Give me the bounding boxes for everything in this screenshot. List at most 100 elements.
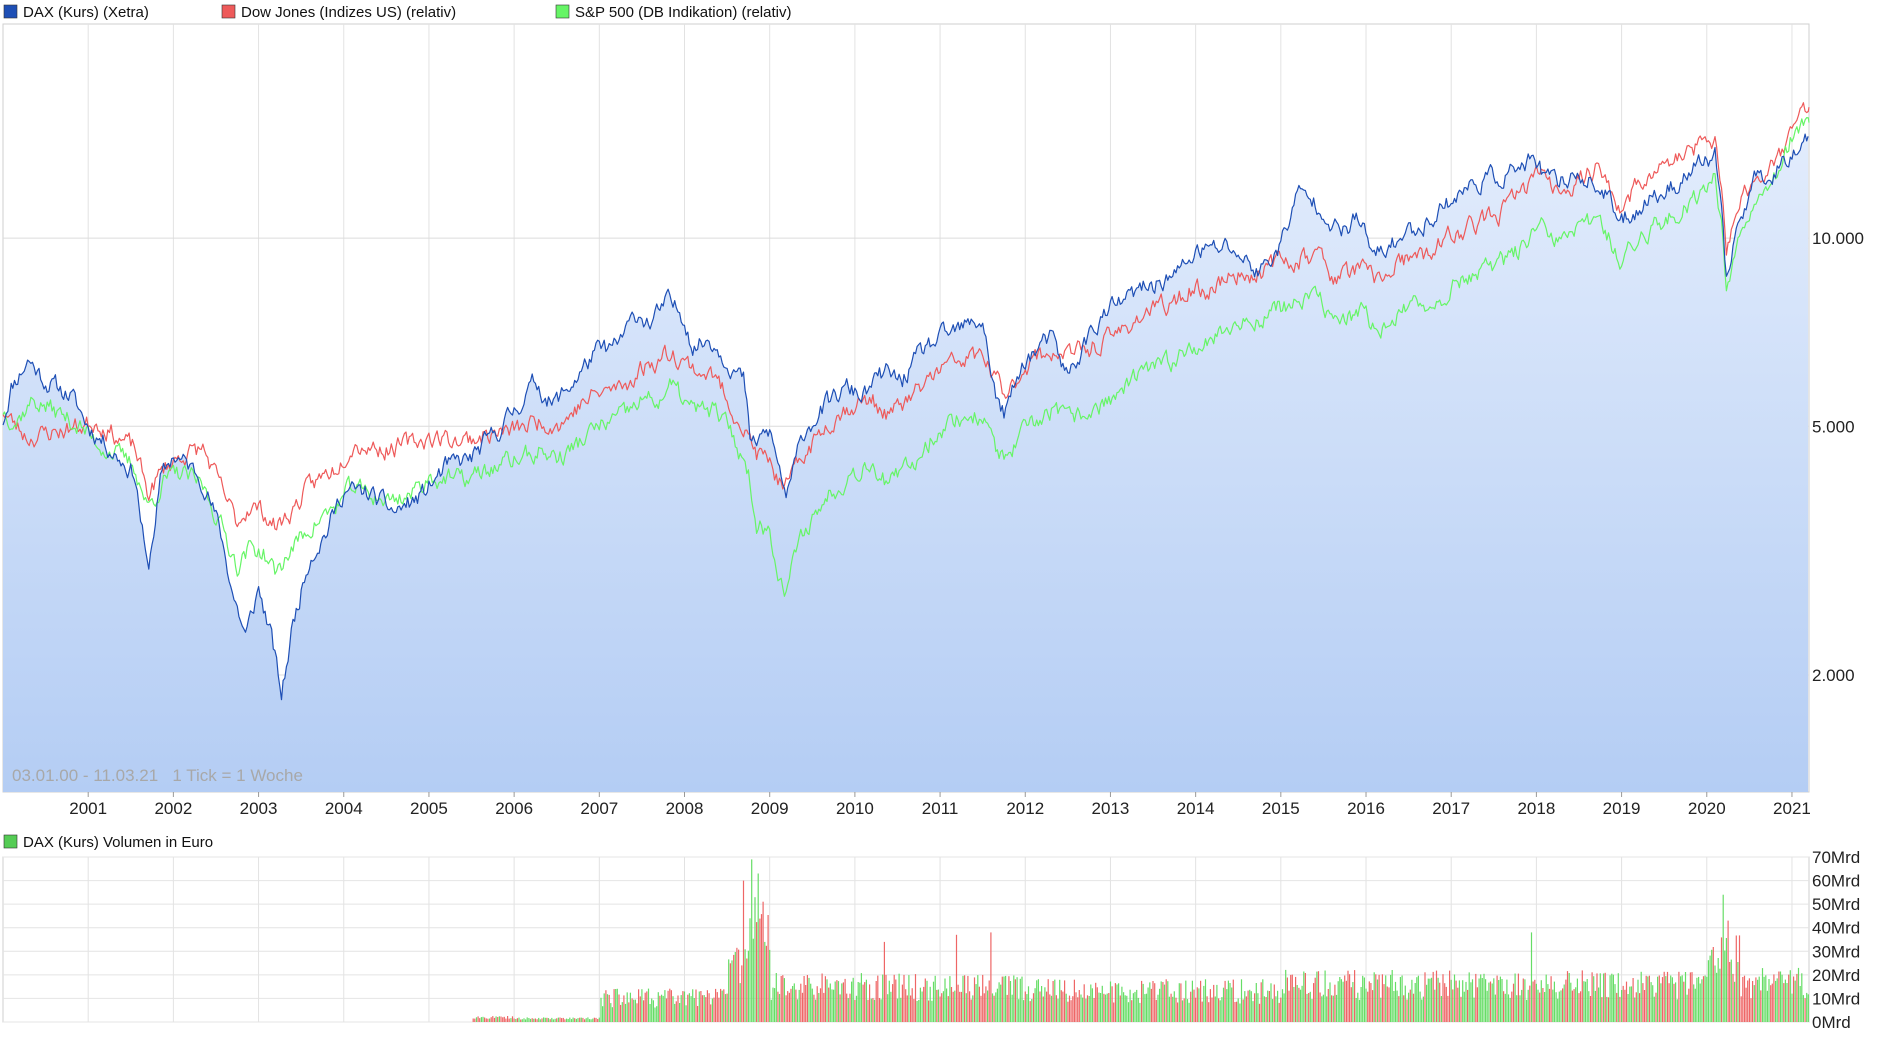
volume-bar (1159, 988, 1161, 1022)
volume-bar (602, 1006, 604, 1022)
volume-bar (1354, 970, 1356, 1022)
volume-bar (1113, 1002, 1115, 1022)
volume-bar (1054, 979, 1056, 1022)
legend-entry-sp500[interactable]: S&P 500 (DB Indikation) (relativ) (555, 4, 791, 21)
volume-bar (1435, 970, 1438, 1022)
volume-bar (579, 1017, 581, 1022)
volume-bar (590, 1019, 592, 1022)
volume-bar (1240, 979, 1243, 1022)
volume-bar (833, 989, 835, 1022)
volume-bar (1535, 983, 1537, 1022)
legend-entry-volume[interactable]: DAX (Kurs) Volumen in Euro (3, 834, 213, 851)
volume-bar (489, 1018, 491, 1022)
volume-bar (1145, 993, 1148, 1022)
volume-bar (985, 986, 987, 1022)
volume-bar (1277, 990, 1279, 1022)
volume-bar (1770, 985, 1772, 1022)
volume-bar (1298, 987, 1300, 1022)
volume-bar (1398, 996, 1400, 1022)
volume-bar (1648, 975, 1650, 1022)
volume-bar (659, 995, 661, 1022)
legend-entry-dax[interactable]: DAX (Kurs) (Xetra) (3, 4, 149, 21)
volume-bar (1720, 937, 1723, 1022)
volume-bar (1386, 986, 1388, 1022)
volume-bar (1331, 995, 1333, 1022)
volume-bar (1291, 974, 1293, 1022)
volume-bar (1609, 975, 1611, 1022)
volume-bar (900, 997, 902, 1022)
volume-bar (765, 945, 767, 1022)
volume-bar (1763, 976, 1765, 1022)
volume-bar (1544, 992, 1546, 1022)
volume-bar (1729, 962, 1731, 1022)
volume-bar (1181, 1000, 1184, 1022)
volume-bar (639, 996, 641, 1022)
volume-bar (1296, 985, 1298, 1022)
volume-bar (701, 995, 704, 1022)
volume-bar (1794, 980, 1796, 1022)
volume-bar (531, 1018, 533, 1022)
volume-bar (816, 986, 818, 1022)
volume-bar (788, 992, 790, 1022)
volume-bar (1624, 989, 1626, 1022)
volume-bar (957, 984, 959, 1022)
volume-bar (955, 934, 958, 1022)
volume-bar (991, 993, 994, 1022)
volume-bar (829, 983, 831, 1022)
volume-bar (631, 998, 633, 1022)
volume-bar (1072, 996, 1074, 1022)
volume-bar (923, 986, 925, 1022)
volume-bar (1173, 991, 1175, 1022)
volume-bar (1362, 975, 1364, 1022)
legend-entry-dow-jones[interactable]: Dow Jones (Indizes US) (relativ) (221, 4, 456, 21)
x-tick-label: 2013 (1092, 799, 1130, 818)
volume-bar (1450, 979, 1452, 1022)
x-tick-label: 2003 (240, 799, 278, 818)
volume-bar (1566, 971, 1569, 1022)
volume-bar (1036, 980, 1038, 1022)
volume-bar (1621, 990, 1623, 1022)
volume-bar (1681, 975, 1683, 1022)
volume-bar (1565, 979, 1567, 1022)
volume-bar (813, 994, 815, 1022)
volume-bar (1688, 988, 1690, 1022)
volume-bar (1797, 967, 1800, 1022)
volume-bar (1547, 984, 1549, 1022)
volume-bar (947, 996, 949, 1022)
volume-bar (1121, 986, 1123, 1022)
volume-bar (1652, 985, 1654, 1022)
volume-bar (969, 991, 971, 1022)
volume-bar (1666, 971, 1669, 1022)
volume-bar (487, 1018, 489, 1022)
volume-bar (1314, 977, 1316, 1022)
volume-bar (1686, 994, 1688, 1022)
volume-bar (1093, 998, 1095, 1022)
volume-bar (1100, 993, 1102, 1022)
volume-bar (1481, 978, 1483, 1022)
volume-bar (1660, 983, 1662, 1022)
volume-bar (547, 1018, 550, 1022)
volume-bar (1177, 1002, 1179, 1022)
volume-bar (800, 983, 802, 1022)
volume-bar (1242, 999, 1244, 1022)
volume-bar (1753, 985, 1755, 1022)
volume-bar (1042, 996, 1044, 1022)
volume-bar (703, 995, 705, 1022)
volume-bar (1675, 982, 1677, 1022)
volume-bar (615, 989, 617, 1022)
volume-bar (528, 1018, 530, 1022)
volume-bar (834, 981, 836, 1022)
volume-bar (739, 983, 741, 1022)
volume-bar (1349, 974, 1351, 1022)
volume-bar (1607, 997, 1610, 1022)
volume-bar (1432, 971, 1434, 1022)
volume-bar (1524, 979, 1526, 1022)
volume-bar (1376, 979, 1379, 1022)
volume-y-tick-label: 20Mrd (1812, 966, 1860, 985)
volume-bar (1732, 973, 1734, 1022)
volume-bar (1221, 997, 1223, 1022)
volume-bar (1571, 990, 1573, 1022)
volume-bar (1227, 980, 1229, 1022)
volume-bar (1057, 998, 1059, 1022)
volume-bar (844, 978, 846, 1022)
